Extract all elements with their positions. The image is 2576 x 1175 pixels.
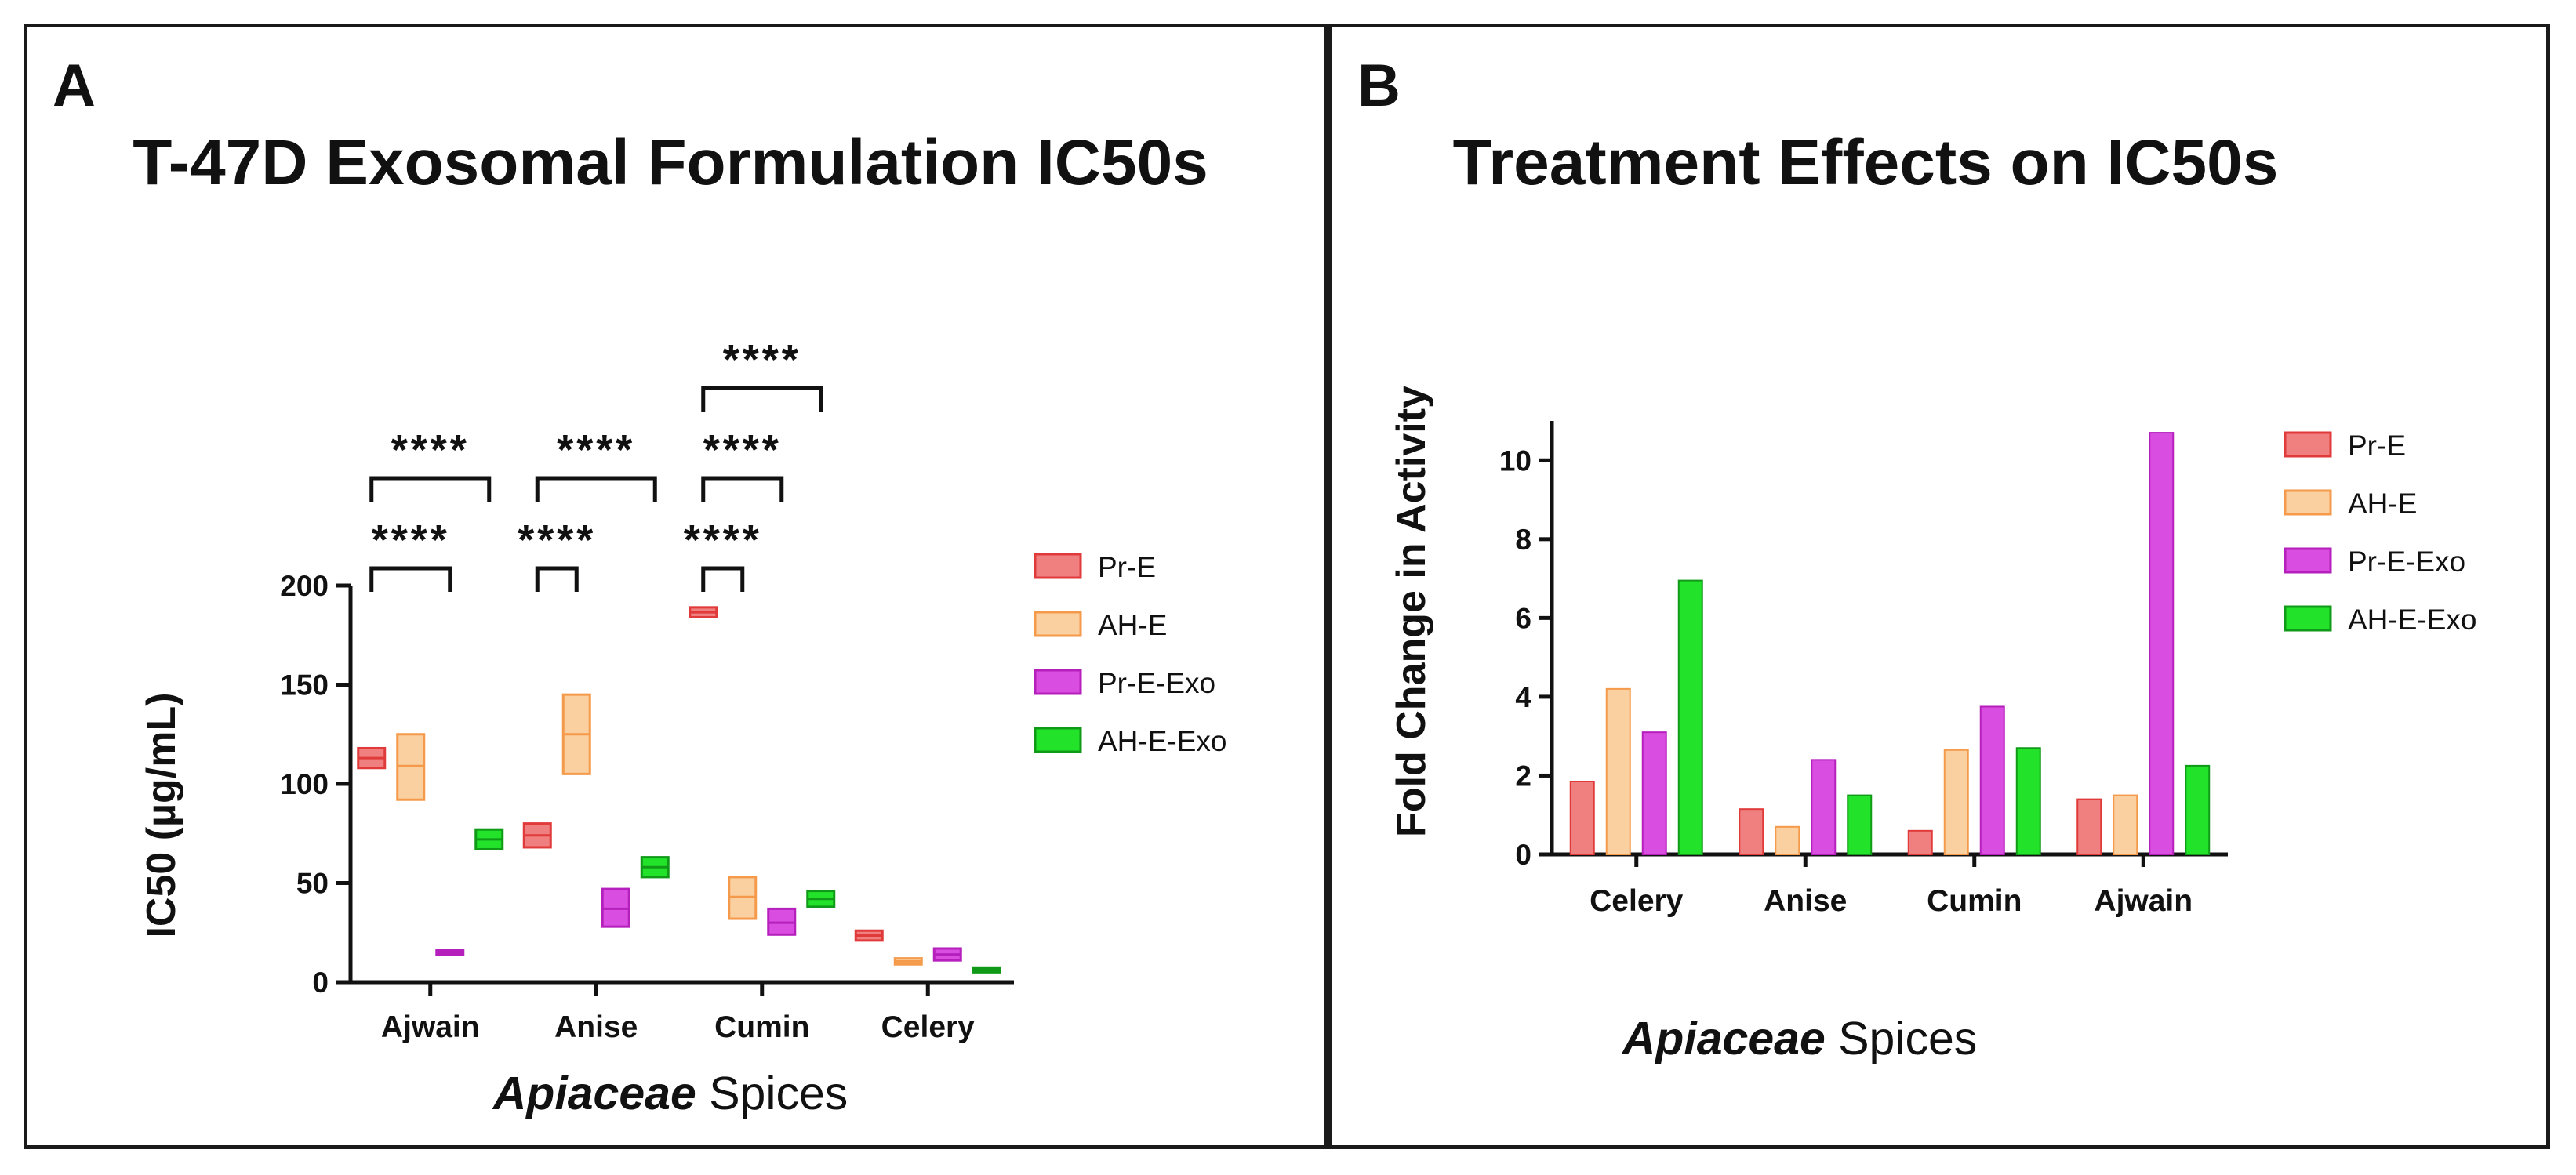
fold-change-bar xyxy=(1739,808,1764,855)
significance-bracket xyxy=(535,566,579,592)
y-tick-label: 0 xyxy=(1515,839,1531,871)
significance-label: **** xyxy=(557,426,635,473)
y-axis-label: Fold Change in Activity xyxy=(1389,386,1434,837)
fold-change-bar xyxy=(2015,747,2041,855)
x-axis-label: Apiaceae Spices xyxy=(492,1068,848,1119)
significance-bracket xyxy=(369,476,492,502)
ic50-chart: A T-47D Exosomal Formulation IC50s 0 50 10… xyxy=(53,53,1226,1119)
y-axis-label: IC50 (µg/mL) xyxy=(139,692,184,937)
legend-label: Pr-E xyxy=(2348,430,2406,462)
category-label: Ajwain xyxy=(381,1010,480,1044)
y-tick-label: 2 xyxy=(1515,760,1531,792)
category-label: Celery xyxy=(1590,884,1684,918)
legend-swatch xyxy=(1034,611,1082,637)
fold-change-bar xyxy=(2076,798,2102,855)
category-label: Ajwain xyxy=(2094,884,2193,918)
legend-swatch xyxy=(1034,669,1082,695)
y-tick-label: 0 xyxy=(312,966,329,999)
y-tick-label: 100 xyxy=(280,768,329,800)
significance-bracket xyxy=(701,476,784,502)
panel-a: A T-47D Exosomal Formulation IC50s 0 50 10… xyxy=(24,24,1328,1149)
y-tick-label: 200 xyxy=(280,570,329,602)
fold-change-bar xyxy=(1847,794,1873,855)
legend-label: AH-E-Exo xyxy=(1098,725,1226,757)
significance-bracket xyxy=(701,386,823,412)
legend-label: Pr-E-Exo xyxy=(1098,667,1215,699)
fold-change-bar xyxy=(1775,825,1800,855)
significance-bracket xyxy=(535,476,657,502)
chart-title: Treatment Effects on IC50s xyxy=(1453,127,2279,198)
significance-label: **** xyxy=(518,517,596,564)
category-label: Anise xyxy=(554,1010,638,1044)
legend-label: Pr-E xyxy=(1098,551,1156,583)
legend-swatch xyxy=(2284,547,2332,574)
significance-label: **** xyxy=(372,517,450,564)
x-axis-label: Apiaceae Spices xyxy=(1621,1013,1978,1064)
y-tick-label: 8 xyxy=(1515,524,1531,556)
legend-swatch xyxy=(1034,553,1082,579)
fold-change-bar xyxy=(2185,764,2211,855)
panel-letter: A xyxy=(53,53,96,119)
legend-swatch xyxy=(2284,605,2332,632)
significance-label: **** xyxy=(391,426,470,473)
fold-change-bar xyxy=(1641,731,1667,855)
panel-letter: B xyxy=(1357,53,1401,119)
fold-change-bar xyxy=(1605,687,1631,856)
fold-change-chart: B Treatment Effects on IC50s 0 2 4 6 8 10 Cele… xyxy=(1357,53,2476,1064)
y-tick-label: 6 xyxy=(1515,602,1531,634)
fold-change-bar xyxy=(2113,794,2138,855)
significance-label: **** xyxy=(703,426,782,473)
fold-change-bar xyxy=(1979,705,2005,856)
panel-b: B Treatment Effects on IC50s 0 2 4 6 8 10 Cele… xyxy=(1328,24,2550,1149)
significance-label: **** xyxy=(684,517,762,564)
fold-change-bar xyxy=(1811,759,1837,856)
legend-label: AH-E xyxy=(2348,488,2417,520)
legend-swatch xyxy=(2284,431,2332,458)
chart-title: T-47D Exosomal Formulation IC50s xyxy=(133,127,1208,198)
significance-bracket xyxy=(701,566,745,592)
y-tick-label: 4 xyxy=(1515,681,1531,713)
y-tick-label: 150 xyxy=(280,669,329,702)
y-tick-label: 50 xyxy=(296,868,329,900)
legend-label: AH-E xyxy=(1098,609,1167,641)
category-label: Celery xyxy=(881,1010,976,1044)
legend-label: AH-E-Exo xyxy=(2348,604,2476,636)
fold-change-bar xyxy=(1569,780,1595,856)
legend-swatch xyxy=(1034,727,1082,753)
category-label: Anise xyxy=(1764,884,1847,918)
legend-label: Pr-E-Exo xyxy=(2348,546,2465,578)
category-label: Cumin xyxy=(714,1010,809,1044)
fold-change-bar xyxy=(1907,829,1933,855)
y-tick-label: 10 xyxy=(1499,444,1531,477)
significance-label: **** xyxy=(723,336,801,383)
fold-change-bar xyxy=(2149,432,2175,855)
category-label: Cumin xyxy=(1927,884,2022,918)
significance-bracket xyxy=(369,566,452,592)
fold-change-bar xyxy=(1677,579,1703,855)
legend-swatch xyxy=(2284,489,2332,516)
fold-change-bar xyxy=(1943,749,1969,856)
